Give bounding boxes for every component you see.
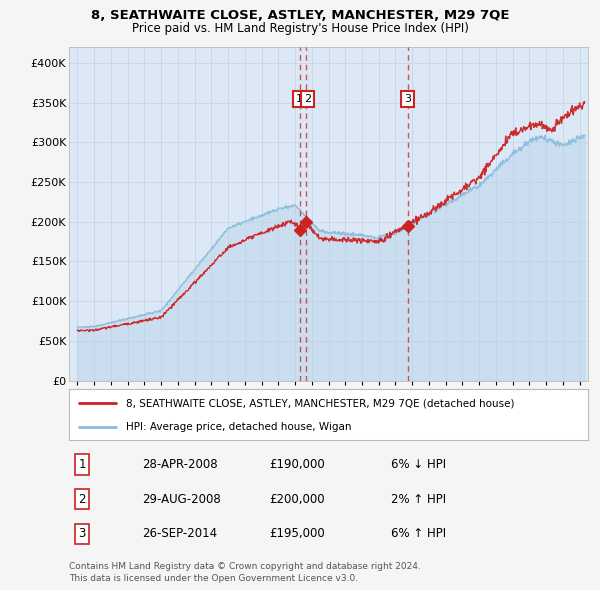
Text: 3: 3 — [404, 94, 411, 104]
Text: 6% ↓ HPI: 6% ↓ HPI — [391, 458, 446, 471]
Text: 6% ↑ HPI: 6% ↑ HPI — [391, 527, 446, 540]
Text: HPI: Average price, detached house, Wigan: HPI: Average price, detached house, Wiga… — [126, 422, 352, 432]
Text: 8, SEATHWAITE CLOSE, ASTLEY, MANCHESTER, M29 7QE: 8, SEATHWAITE CLOSE, ASTLEY, MANCHESTER,… — [91, 9, 509, 22]
Text: 1: 1 — [296, 94, 302, 104]
Text: £190,000: £190,000 — [269, 458, 325, 471]
Text: 29-AUG-2008: 29-AUG-2008 — [142, 493, 220, 506]
Text: Price paid vs. HM Land Registry's House Price Index (HPI): Price paid vs. HM Land Registry's House … — [131, 22, 469, 35]
Text: Contains HM Land Registry data © Crown copyright and database right 2024.
This d: Contains HM Land Registry data © Crown c… — [69, 562, 421, 583]
Text: 28-APR-2008: 28-APR-2008 — [142, 458, 217, 471]
Text: 2: 2 — [304, 94, 311, 104]
Text: 2: 2 — [78, 493, 86, 506]
Text: 3: 3 — [78, 527, 86, 540]
Text: £200,000: £200,000 — [269, 493, 325, 506]
Text: 26-SEP-2014: 26-SEP-2014 — [142, 527, 217, 540]
Text: 2% ↑ HPI: 2% ↑ HPI — [391, 493, 446, 506]
Text: 1: 1 — [78, 458, 86, 471]
Text: 8, SEATHWAITE CLOSE, ASTLEY, MANCHESTER, M29 7QE (detached house): 8, SEATHWAITE CLOSE, ASTLEY, MANCHESTER,… — [126, 398, 515, 408]
Text: £195,000: £195,000 — [269, 527, 325, 540]
